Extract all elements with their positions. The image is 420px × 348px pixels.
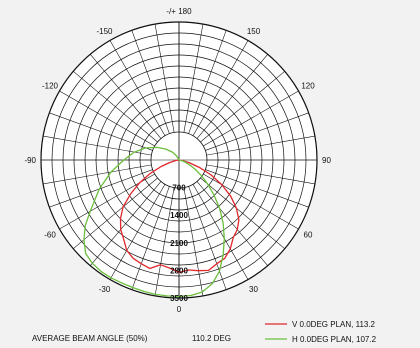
grid-spoke [131, 30, 170, 134]
angle-label: -/+ 180 [166, 7, 192, 16]
legend-label-v: V 0.0DEG PLAN, 113.2 [292, 320, 376, 329]
grid-spoke [205, 169, 309, 208]
angle-label: -120 [42, 82, 59, 91]
legend-label-h: H 0.0DEG PLAN, 107.2 [292, 335, 377, 344]
grid-spoke [183, 187, 204, 296]
grid-spoke [90, 54, 162, 139]
grid-spoke [43, 164, 152, 185]
grid-spoke [49, 112, 153, 151]
grid-spoke [73, 177, 158, 249]
grid-spoke [196, 54, 268, 139]
polar-curves [83, 146, 240, 298]
series-curve-0 [119, 159, 240, 274]
ring-label: 3500 [170, 294, 188, 303]
grid-spoke [203, 90, 299, 147]
angle-label: 90 [322, 156, 331, 165]
ring-label: 2800 [170, 266, 188, 275]
beam-angle-value: 110.2 DEG [192, 334, 231, 343]
angle-labels: -/+ 180 150 -150 120 -120 90 -90 60 -60 30 -30 0 [24, 7, 331, 314]
grid-spoke [188, 186, 227, 290]
plot-outline [40, 21, 318, 299]
grid-spoke [200, 177, 285, 249]
legend: V 0.0DEG PLAN, 113.2 H 0.0DEG PLAN, 107.… [265, 320, 377, 344]
grid-spoke [131, 186, 170, 290]
grid-spoke [192, 40, 249, 136]
grid-spoke [206, 164, 315, 185]
grid-spoke [154, 24, 175, 133]
grid-spoke [59, 90, 155, 147]
angle-label: -90 [24, 156, 36, 165]
series-curve-1 [83, 146, 225, 298]
grid-spoke [90, 181, 162, 266]
ring-label: 700 [172, 184, 186, 193]
angle-label: -60 [44, 231, 56, 240]
grid-spoke [183, 24, 204, 133]
angle-label: 30 [249, 285, 258, 294]
ring-labels: 700 1400 2100 2800 3500 [170, 184, 188, 303]
ring-label: 1400 [170, 211, 188, 220]
grid-spoke [154, 187, 175, 296]
grid-spoke [196, 181, 268, 266]
grid-spoke [49, 169, 153, 208]
beam-angle-label: AVERAGE BEAM ANGLE (50%) [32, 334, 148, 343]
grid-spoke [200, 71, 285, 143]
grid-spoke [188, 30, 227, 134]
grid-spoke [109, 40, 166, 136]
grid-spoke [109, 184, 166, 280]
angle-label: 150 [247, 27, 261, 36]
grid-spoke [206, 135, 315, 156]
angle-label: -150 [96, 27, 113, 36]
angle-label: 60 [304, 231, 313, 240]
grid-spoke [43, 135, 152, 156]
grid-spoke [192, 184, 249, 280]
angle-label: -30 [99, 285, 111, 294]
grid-spoke [73, 71, 158, 143]
angle-label: 120 [301, 82, 315, 91]
grid-spoke [205, 112, 309, 151]
ring-label: 2100 [170, 239, 188, 248]
grid-spoke [203, 173, 299, 230]
angle-label: 0 [177, 305, 182, 314]
